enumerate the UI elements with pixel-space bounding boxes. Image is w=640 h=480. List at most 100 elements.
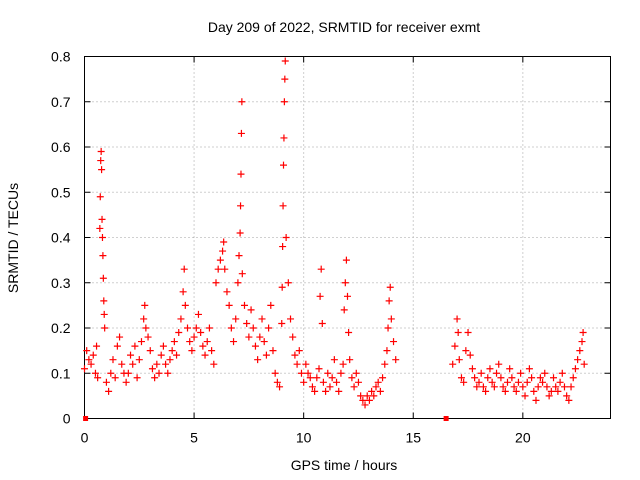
data-point (316, 292, 324, 300)
data-point (216, 256, 224, 264)
data-point (278, 319, 286, 327)
data-point (501, 387, 509, 395)
data-point (317, 265, 325, 273)
data-point (280, 161, 288, 169)
data-point (237, 129, 245, 137)
data-point (247, 306, 255, 314)
data-point (280, 98, 288, 106)
data-point (273, 378, 281, 386)
data-point (354, 378, 362, 386)
data-point (497, 374, 505, 382)
zero-markers (83, 416, 449, 421)
x-tick-label: 10 (296, 430, 312, 446)
data-point (503, 378, 511, 386)
data-point (563, 392, 571, 400)
data-point (97, 148, 105, 156)
data-point (379, 374, 387, 382)
data-point (205, 324, 213, 332)
data-point (194, 310, 202, 318)
data-point (166, 356, 174, 364)
data-point (558, 369, 566, 377)
x-tick-label: 0 (81, 430, 89, 446)
data-point (262, 351, 270, 359)
data-point (232, 315, 240, 323)
data-point (131, 342, 139, 350)
data-point (385, 297, 393, 305)
data-point (297, 369, 305, 377)
data-point (258, 315, 266, 323)
data-point (267, 301, 275, 309)
data-point (541, 369, 549, 377)
data-point (192, 324, 200, 332)
data-point (560, 383, 568, 391)
data-point (521, 392, 529, 400)
data-point (170, 338, 178, 346)
data-point (243, 319, 251, 327)
data-point (315, 365, 323, 373)
data-point (547, 387, 555, 395)
data-point (105, 387, 113, 395)
data-point (212, 279, 220, 287)
data-point (386, 283, 394, 291)
data-point (237, 202, 245, 210)
data-point (179, 288, 187, 296)
data-point (237, 170, 245, 178)
data-point (384, 324, 392, 332)
data-point (477, 369, 485, 377)
data-point (230, 338, 238, 346)
data-point (517, 369, 525, 377)
data-point (100, 310, 108, 318)
data-point (486, 365, 494, 373)
data-point (141, 301, 149, 309)
data-point (265, 324, 273, 332)
data-point (279, 202, 287, 210)
data-point (451, 342, 459, 350)
data-point (254, 356, 262, 364)
data-point (565, 396, 573, 404)
data-point (251, 342, 259, 350)
data-point (495, 360, 503, 368)
data-point (510, 383, 518, 391)
data-point (530, 387, 538, 395)
data-point (335, 387, 343, 395)
data-point (279, 243, 287, 251)
data-point (506, 365, 514, 373)
zero-marker (443, 416, 449, 421)
data-point (249, 324, 257, 332)
y-tick-label: 0.8 (51, 49, 71, 65)
data-point (197, 329, 205, 337)
data-point (162, 360, 170, 368)
data-point (159, 342, 167, 350)
data-point (453, 315, 461, 323)
data-point (300, 378, 308, 386)
data-point (578, 338, 586, 346)
data-point (116, 333, 124, 341)
data-point (291, 351, 299, 359)
data-point (245, 333, 253, 341)
data-point (282, 234, 290, 241)
data-point (342, 256, 350, 264)
data-point (532, 396, 540, 404)
data-point (100, 297, 108, 305)
data-point (326, 383, 334, 391)
data-point (98, 166, 106, 174)
data-point (392, 356, 400, 364)
data-point (387, 315, 395, 323)
data-point (153, 360, 161, 368)
data-point (345, 329, 353, 337)
y-tick-label: 0.1 (51, 365, 71, 381)
y-tick-label: 0.5 (51, 184, 71, 200)
data-point (455, 356, 463, 364)
data-point (460, 378, 468, 386)
data-point (514, 378, 522, 386)
data-point (372, 383, 380, 391)
data-point (173, 351, 181, 359)
y-tick-label: 0.2 (51, 320, 71, 336)
y-tick-label: 0.4 (51, 230, 71, 246)
data-point (328, 374, 336, 382)
data-point (85, 356, 93, 364)
x-tick-label: 20 (515, 430, 531, 446)
data-point (227, 324, 235, 332)
data-point (155, 369, 163, 377)
